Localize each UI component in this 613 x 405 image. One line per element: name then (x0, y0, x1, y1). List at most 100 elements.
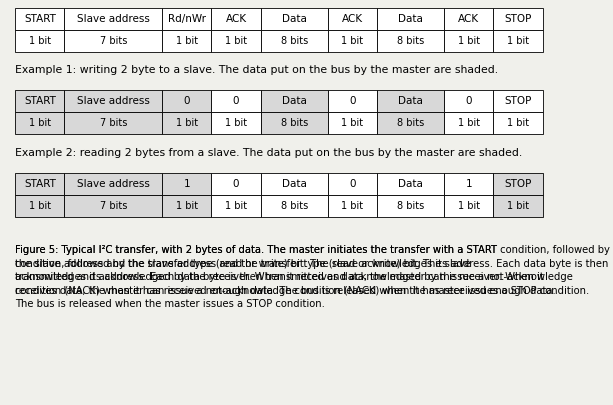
Bar (328, 112, 377, 134)
Text: 1 bit: 1 bit (225, 36, 247, 46)
Bar (211, 195, 261, 217)
Text: Data: Data (398, 14, 423, 24)
Bar (64, 8, 162, 30)
Text: 0: 0 (184, 96, 190, 106)
Text: 1 bit: 1 bit (458, 201, 480, 211)
Text: 1 bit: 1 bit (458, 118, 480, 128)
Text: 1 bit: 1 bit (176, 118, 198, 128)
Bar (444, 8, 493, 30)
Text: 1 bit: 1 bit (176, 36, 198, 46)
Bar (261, 173, 328, 195)
Bar (162, 90, 211, 112)
Text: 1 bit: 1 bit (225, 118, 247, 128)
Bar (328, 173, 377, 195)
Text: 8 bits: 8 bits (397, 201, 424, 211)
Text: ACK: ACK (226, 14, 246, 24)
Text: 0: 0 (233, 179, 239, 189)
Text: 1 bit: 1 bit (29, 201, 51, 211)
Text: START: START (24, 14, 56, 24)
Text: 0: 0 (349, 179, 356, 189)
Text: 7 bits: 7 bits (100, 36, 127, 46)
Text: ACK: ACK (342, 14, 363, 24)
Bar (64, 90, 162, 112)
Text: 7 bits: 7 bits (100, 201, 127, 211)
Text: Figure 5: Typical I²C transfer, with 2 bytes of data. The master initiates the t: Figure 5: Typical I²C transfer, with 2 b… (15, 245, 610, 296)
Bar (211, 173, 261, 195)
Bar (261, 112, 328, 134)
Text: Data: Data (398, 179, 423, 189)
Bar (493, 8, 543, 30)
Text: Data: Data (282, 14, 306, 24)
Bar (493, 112, 543, 134)
Text: Slave address: Slave address (77, 179, 150, 189)
Bar (261, 195, 328, 217)
Bar (493, 195, 543, 217)
Text: Data: Data (282, 179, 306, 189)
Bar (493, 30, 543, 52)
Text: START: START (24, 96, 56, 106)
Bar (162, 173, 211, 195)
Text: 1 bit: 1 bit (29, 36, 51, 46)
Bar (328, 30, 377, 52)
Text: Slave address: Slave address (77, 96, 150, 106)
Text: Data: Data (398, 96, 423, 106)
Bar (211, 8, 261, 30)
Bar (211, 112, 261, 134)
Bar (444, 112, 493, 134)
Bar (444, 195, 493, 217)
Bar (328, 90, 377, 112)
Bar (15, 8, 64, 30)
Bar (15, 90, 64, 112)
Bar (377, 112, 444, 134)
Bar (211, 90, 261, 112)
Text: STOP: STOP (504, 14, 531, 24)
Text: 8 bits: 8 bits (397, 118, 424, 128)
Text: 0: 0 (466, 96, 472, 106)
Bar (64, 112, 162, 134)
Text: 1: 1 (466, 179, 472, 189)
Text: 7 bits: 7 bits (100, 118, 127, 128)
Text: 8 bits: 8 bits (281, 118, 308, 128)
Text: Figure 5: Typical I²C transfer, with 2 bytes of data. The master initiates the t: Figure 5: Typical I²C transfer, with 2 b… (15, 245, 556, 309)
Bar (377, 8, 444, 30)
Bar (15, 173, 64, 195)
Bar (328, 195, 377, 217)
Text: 1 bit: 1 bit (29, 118, 51, 128)
Bar (162, 195, 211, 217)
Text: Example 2: reading 2 bytes from a slave. The data put on the bus by the master a: Example 2: reading 2 bytes from a slave.… (15, 148, 522, 158)
Bar (15, 195, 64, 217)
Text: 8 bits: 8 bits (281, 36, 308, 46)
Bar (493, 173, 543, 195)
Text: 1 bit: 1 bit (341, 118, 364, 128)
Text: Data: Data (282, 96, 306, 106)
Text: STOP: STOP (504, 179, 531, 189)
Bar (211, 30, 261, 52)
Text: Rd/nWr: Rd/nWr (168, 14, 206, 24)
Bar (493, 90, 543, 112)
Text: 1 bit: 1 bit (507, 36, 529, 46)
Text: Slave address: Slave address (77, 14, 150, 24)
Text: 0: 0 (233, 96, 239, 106)
Bar (15, 112, 64, 134)
Bar (377, 90, 444, 112)
Bar (444, 30, 493, 52)
Text: 0: 0 (349, 96, 356, 106)
Bar (261, 30, 328, 52)
Text: 1 bit: 1 bit (341, 36, 364, 46)
Text: 1: 1 (184, 179, 190, 189)
Bar (162, 8, 211, 30)
Text: 1 bit: 1 bit (507, 118, 529, 128)
Bar (162, 30, 211, 52)
Text: STOP: STOP (504, 96, 531, 106)
Text: ACK: ACK (459, 14, 479, 24)
Text: START: START (24, 179, 56, 189)
Bar (64, 195, 162, 217)
Text: 1 bit: 1 bit (341, 201, 364, 211)
Text: Example 1: writing 2 byte to a slave. The data put on the bus by the master are : Example 1: writing 2 byte to a slave. Th… (15, 65, 498, 75)
Text: 1 bit: 1 bit (176, 201, 198, 211)
Bar (162, 112, 211, 134)
Bar (444, 90, 493, 112)
Text: 1 bit: 1 bit (507, 201, 529, 211)
Bar (377, 195, 444, 217)
Text: 1 bit: 1 bit (458, 36, 480, 46)
